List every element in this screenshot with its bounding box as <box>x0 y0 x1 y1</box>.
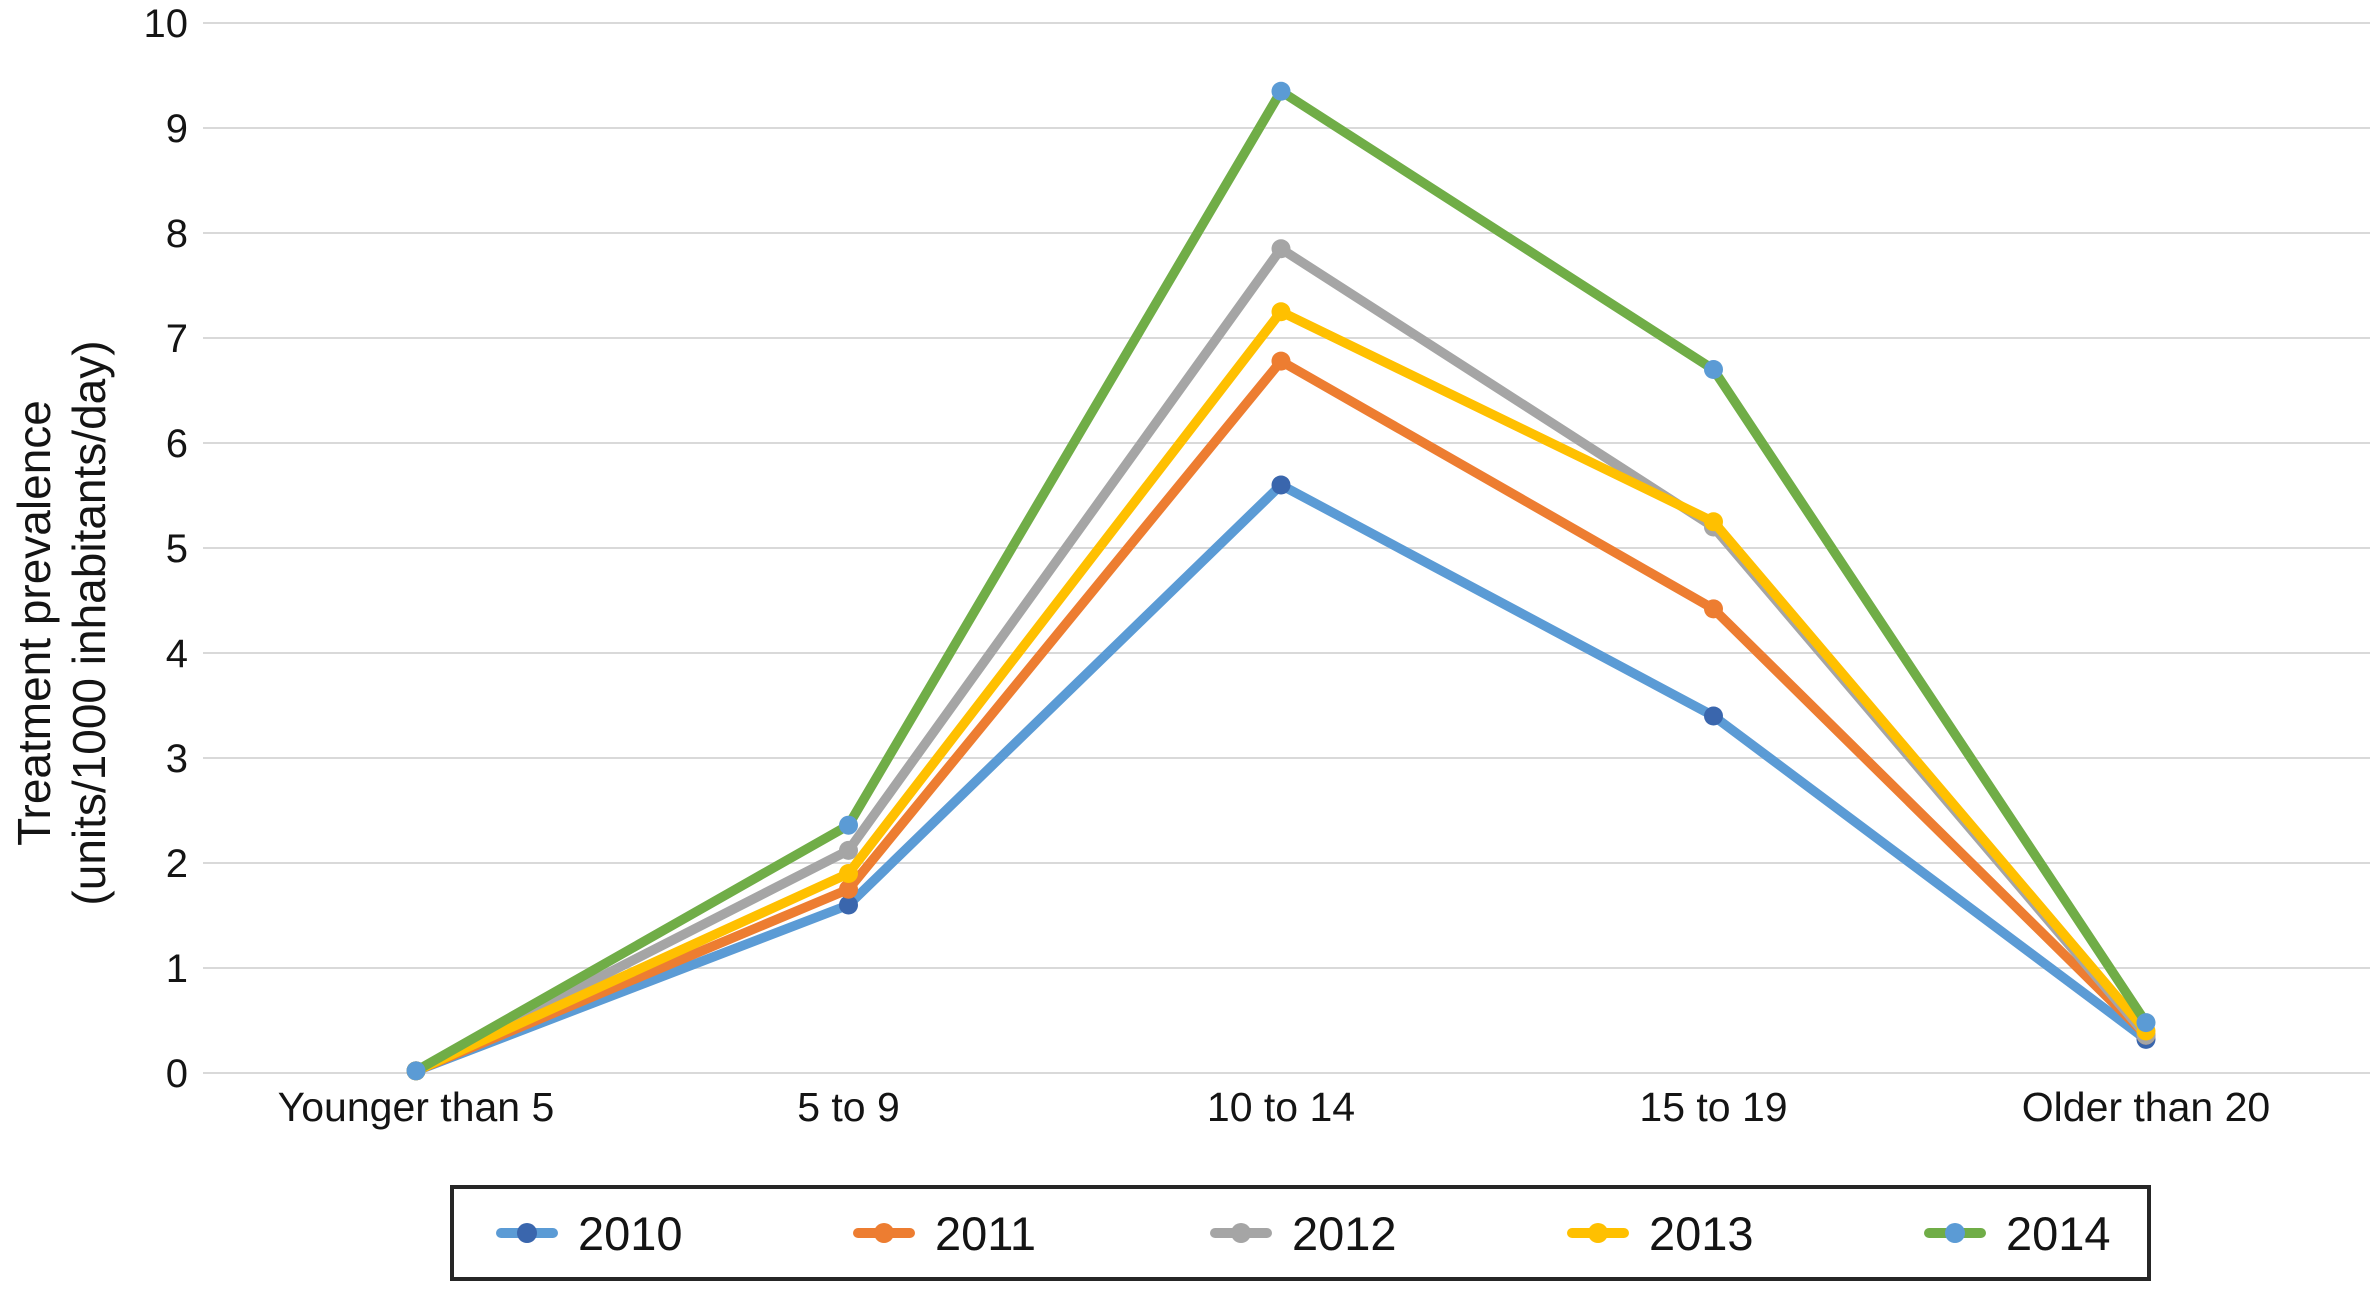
legend: 2010 2011 2012 2013 2014 <box>450 1185 2151 1281</box>
legend-label-2010: 2010 <box>578 1206 683 1260</box>
legend-item-2010[interactable]: 2010 <box>496 1189 683 1277</box>
series-marker-2014-point-2 <box>839 815 858 835</box>
x-tick-label-2: 5 to 9 <box>797 1084 900 1130</box>
y-axis-title-line2: (units/1000 inhabitants/day) <box>63 340 115 906</box>
y-tick-label-7: 7 <box>166 317 188 361</box>
y-tick-label-0: 0 <box>166 1052 188 1096</box>
series-marker-2011-point-2 <box>839 879 858 899</box>
legend-item-2014[interactable]: 2014 <box>1924 1189 2111 1277</box>
series-marker-2013-point-4 <box>1704 512 1723 532</box>
series-marker-2013-point-3 <box>1271 302 1291 322</box>
legend-line-swatch-2014 <box>1924 1223 1986 1243</box>
series-marker-2014-point-1 <box>406 1061 426 1081</box>
x-tick-label-1: Younger than 5 <box>278 1084 555 1130</box>
legend-item-2011[interactable]: 2011 <box>853 1189 1036 1277</box>
x-tick-label-3: 10 to 14 <box>1207 1084 1355 1130</box>
y-tick-label-4: 4 <box>166 632 188 676</box>
series-marker-2012-point-2 <box>839 840 858 860</box>
legend-line-swatch-2011 <box>853 1223 915 1243</box>
series-marker-2014-point-3 <box>1271 81 1291 101</box>
legend-line-swatch-2012 <box>1210 1223 1272 1243</box>
series-line-2014 <box>411 86 2151 1076</box>
series-marker-2010-point-3 <box>1271 475 1291 495</box>
series-marker-2011-point-4 <box>1704 599 1723 619</box>
series-marker-2012-point-3 <box>1271 239 1291 259</box>
legend-line-swatch-2010 <box>496 1223 558 1243</box>
y-axis-title-line1: Treatment prevalence <box>8 400 60 846</box>
legend-line-swatch-2013 <box>1567 1223 1629 1243</box>
series-line-2013 <box>411 307 2151 1076</box>
x-tick-label-4: 15 to 19 <box>1639 1084 1787 1130</box>
legend-label-2014: 2014 <box>2006 1206 2111 1260</box>
legend-marker-dot-2014 <box>1945 1223 1965 1243</box>
legend-item-2013[interactable]: 2013 <box>1567 1189 1754 1277</box>
series-line-2011 <box>411 356 2151 1076</box>
y-tick-label-9: 9 <box>166 107 188 151</box>
y-tick-label-10: 10 <box>144 2 189 46</box>
y-tick-label-5: 5 <box>166 527 188 571</box>
series-marker-2010-point-4 <box>1704 706 1723 726</box>
legend-label-2013: 2013 <box>1649 1206 1754 1260</box>
legend-marker-dot-2010 <box>517 1223 537 1243</box>
y-axis-title: Treatment prevalence (units/1000 inhabit… <box>7 133 117 1113</box>
legend-marker-dot-2013 <box>1588 1223 1608 1243</box>
series-marker-2011-point-3 <box>1271 351 1291 371</box>
y-tick-label-6: 6 <box>166 422 188 466</box>
y-tick-label-1: 1 <box>166 947 188 991</box>
y-tick-label-8: 8 <box>166 212 188 256</box>
y-tick-label-2: 2 <box>166 842 188 886</box>
legend-marker-dot-2011 <box>874 1223 894 1243</box>
series-marker-2014-point-4 <box>1704 360 1723 379</box>
series-marker-2010-point-2 <box>839 895 858 915</box>
y-tick-label-3: 3 <box>166 737 188 781</box>
legend-label-2012: 2012 <box>1292 1206 1397 1260</box>
series-marker-2014-point-5 <box>2136 1013 2156 1033</box>
legend-label-2011: 2011 <box>935 1206 1037 1260</box>
x-tick-label-5: Older than 20 <box>2022 1084 2270 1130</box>
legend-marker-dot-2012 <box>1231 1223 1251 1243</box>
series-marker-2013-point-2 <box>839 864 858 883</box>
legend-item-2012[interactable]: 2012 <box>1210 1189 1397 1277</box>
